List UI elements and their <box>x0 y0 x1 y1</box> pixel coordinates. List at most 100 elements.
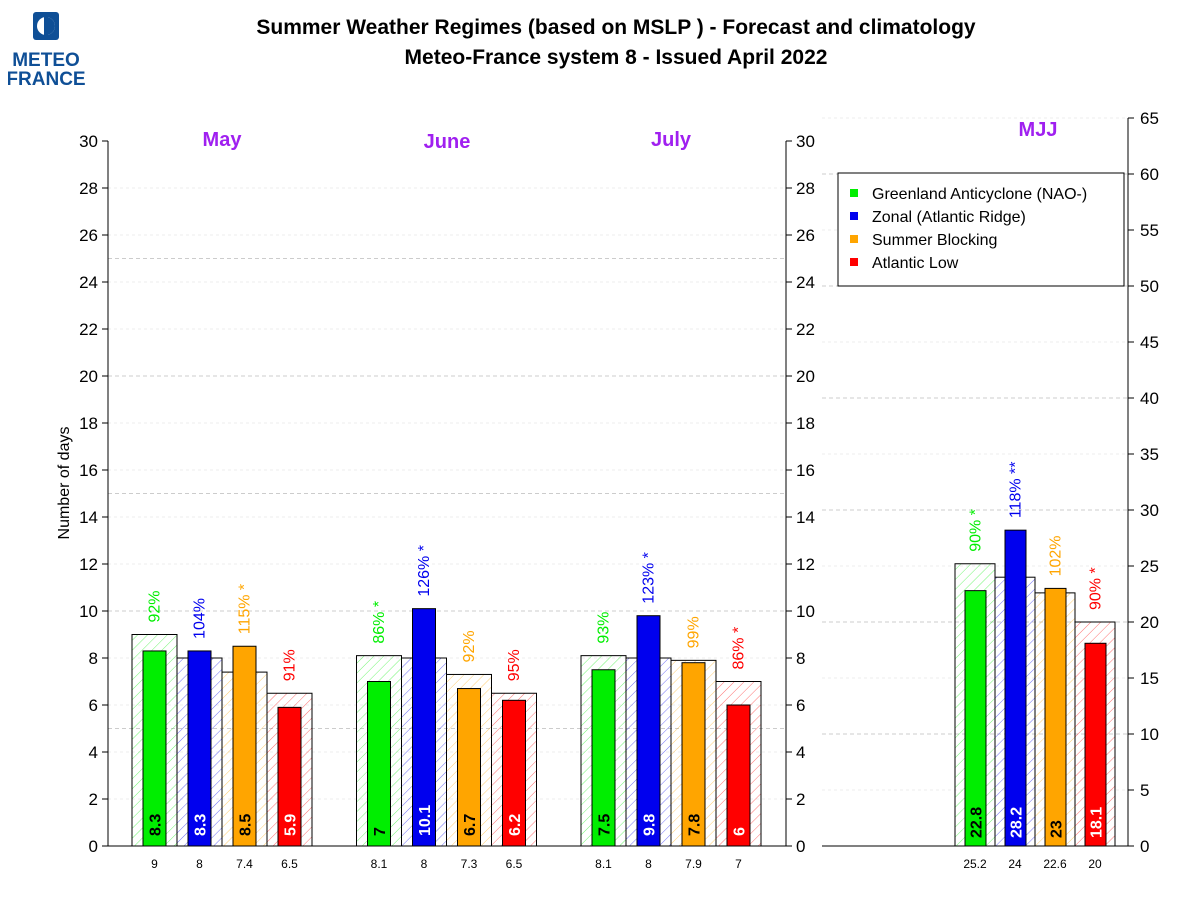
forecast-bar <box>277 706 302 847</box>
y-tick-label-mjj: 10 <box>1140 725 1159 744</box>
legend-swatch <box>850 212 858 220</box>
y-tick-label-left: 26 <box>79 226 98 245</box>
percent-label: 91% <box>282 649 299 681</box>
panel-label-mjj: MJJ <box>1019 119 1058 141</box>
forecast-bar <box>726 704 751 847</box>
forecast-bar <box>187 650 212 847</box>
y-tick-label-left: 12 <box>79 555 98 574</box>
forecast-bar <box>964 590 987 847</box>
y-tick-label-right: 6 <box>796 696 805 715</box>
logo-text-line2: FRANCE <box>8 69 86 90</box>
legend-box <box>837 172 1125 287</box>
y-tick-label-left: 2 <box>89 790 98 809</box>
logo-text-line1: METEO <box>12 50 80 71</box>
climatology-value-label: 7.4 <box>236 857 253 871</box>
y-tick-label-right: 18 <box>796 414 815 433</box>
percent-label: 90% * <box>1088 567 1105 610</box>
percent-label: 104% <box>192 598 209 639</box>
forecast-bar <box>232 645 257 847</box>
forecast-bar <box>636 615 661 847</box>
percent-label: 92% <box>461 630 478 662</box>
y-tick-label-right: 4 <box>796 743 805 762</box>
y-tick-label-right: 14 <box>796 508 815 527</box>
forecast-value-label: 6.7 <box>462 814 479 836</box>
climatology-value-label: 20 <box>1088 857 1102 871</box>
climatology-value-label: 22.6 <box>1043 857 1067 871</box>
climatology-value-label: 6.5 <box>281 857 298 871</box>
percent-label: 95% <box>506 649 523 681</box>
climatology-value-label: 24 <box>1008 857 1022 871</box>
legend-swatch <box>850 189 858 197</box>
y-tick-label-left: 16 <box>79 461 98 480</box>
forecast-value-label: 7.5 <box>597 814 614 836</box>
legend-swatch <box>850 235 858 243</box>
forecast-value-label: 22.8 <box>969 807 986 838</box>
climatology-value-label: 25.2 <box>963 857 987 871</box>
y-tick-label-right: 30 <box>796 132 815 151</box>
percent-label: 93% <box>596 612 613 644</box>
chart-title: Summer Weather Regimes (based on MSLP ) … <box>256 16 976 39</box>
y-tick-label-mjj: 30 <box>1140 501 1159 520</box>
y-tick-label-left: 22 <box>79 320 98 339</box>
forecast-value-label: 23 <box>1049 820 1066 838</box>
y-tick-label-left: 30 <box>79 132 98 151</box>
y-tick-label-mjj: 35 <box>1140 445 1159 464</box>
y-tick-label-mjj: 60 <box>1140 165 1159 184</box>
forecast-value-label: 8.5 <box>238 814 255 836</box>
forecast-bar <box>591 669 616 847</box>
y-tick-label-mjj: 45 <box>1140 333 1159 352</box>
y-tick-label-left: 24 <box>79 273 98 292</box>
forecast-bar <box>1004 529 1027 847</box>
climatology-value-label: 8.1 <box>371 857 388 871</box>
y-tick-label-mjj: 0 <box>1140 837 1149 856</box>
y-tick-label-left: 20 <box>79 367 98 386</box>
forecast-bar <box>412 608 436 847</box>
y-tick-label-right: 0 <box>796 837 805 856</box>
percent-label: 86% * <box>731 627 748 670</box>
forecast-value-label: 10.1 <box>417 805 434 836</box>
percent-label: 86% * <box>371 601 388 644</box>
percent-label: 115% * <box>237 584 254 634</box>
y-tick-label-right: 2 <box>796 790 805 809</box>
climatology-value-label: 7.9 <box>685 857 702 871</box>
percent-label: 102% <box>1048 535 1065 576</box>
legend-entry-label: Atlantic Low <box>872 255 959 272</box>
forecast-value-label: 5.9 <box>283 814 300 836</box>
forecast-value-label: 6.2 <box>507 814 524 836</box>
forecast-bar <box>1084 642 1107 847</box>
chart-subtitle: Meteo-France system 8 - Issued April 202… <box>405 46 828 69</box>
legend: Greenland Anticyclone (NAO-) Zonal (Atlan… <box>837 172 1125 287</box>
forecast-value-label: 28.2 <box>1009 807 1026 838</box>
y-tick-label-right: 28 <box>796 179 815 198</box>
panel-label-july: July <box>651 129 692 151</box>
y-tick-label-right: 10 <box>796 602 815 621</box>
meteo-france-logo: METEO FRANCE <box>8 12 86 90</box>
forecast-value-label: 6 <box>732 827 749 836</box>
y-tick-label-left: 8 <box>89 649 98 668</box>
legend-entry-label: Greenland Anticyclone (NAO-) <box>872 186 1087 203</box>
y-tick-label-left: 6 <box>89 696 98 715</box>
y-tick-label-mjj: 50 <box>1140 277 1159 296</box>
climatology-value-label: 8 <box>421 857 428 871</box>
climatology-value-label: 7 <box>735 857 742 871</box>
percent-label: 123% * <box>641 552 658 604</box>
y-tick-label-right: 24 <box>796 273 815 292</box>
forecast-bar <box>457 688 481 847</box>
y-tick-label-right: 26 <box>796 226 815 245</box>
forecast-value-label: 8.3 <box>193 814 210 836</box>
y-tick-label-mjj: 20 <box>1140 613 1159 632</box>
y-tick-label-mjj: 15 <box>1140 669 1159 688</box>
percent-label: 92% <box>147 590 164 622</box>
forecast-value-label: 7.8 <box>687 814 704 836</box>
percent-label: 126% * <box>416 545 433 597</box>
forecast-value-label: 18.1 <box>1089 807 1106 838</box>
y-tick-label-left: 28 <box>79 179 98 198</box>
percent-label: 118% ** <box>1008 462 1025 519</box>
climatology-value-label: 6.5 <box>506 857 523 871</box>
y-tick-label-left: 4 <box>89 743 98 762</box>
climatology-value-label: 8 <box>645 857 652 871</box>
y-axis-label: Number of days <box>56 427 73 540</box>
y-tick-label-mjj: 40 <box>1140 389 1159 408</box>
forecast-bar <box>367 681 391 847</box>
